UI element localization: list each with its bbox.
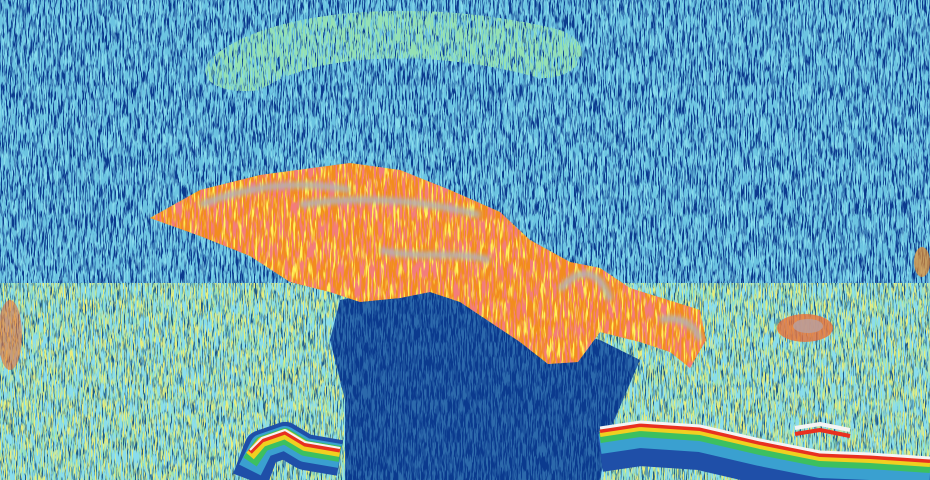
patch	[0, 300, 22, 370]
band	[599, 425, 930, 467]
streak	[557, 270, 614, 302]
streak	[198, 181, 351, 209]
side-patches	[0, 247, 930, 370]
streak	[659, 315, 704, 342]
band	[248, 429, 341, 454]
strong-echo	[198, 181, 704, 342]
seabed-right	[597, 420, 930, 480]
patch	[793, 319, 823, 333]
band	[794, 422, 851, 432]
band	[599, 420, 930, 460]
band	[599, 427, 930, 473]
band	[598, 428, 930, 480]
seabed	[233, 420, 930, 480]
streak	[299, 196, 481, 219]
patch	[914, 247, 930, 277]
seabed-left	[233, 422, 344, 480]
band	[794, 428, 851, 438]
band	[249, 429, 341, 451]
streak	[379, 246, 491, 264]
band	[599, 423, 930, 463]
